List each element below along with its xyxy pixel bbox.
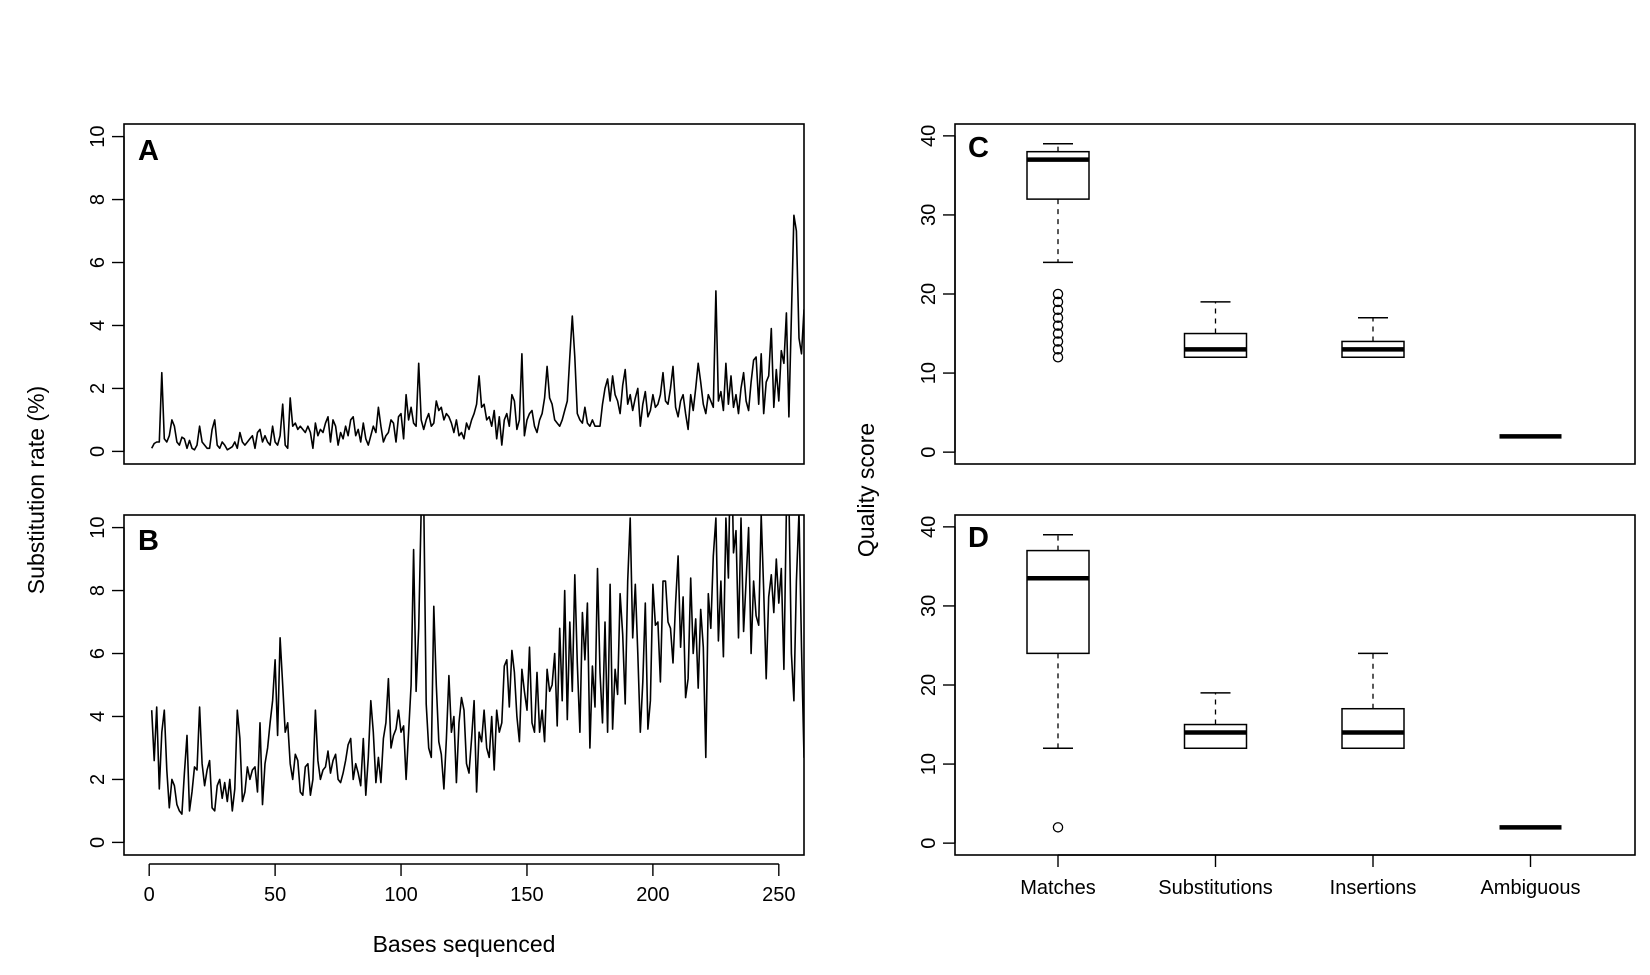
panel-c-outlier-point	[1052, 328, 1064, 339]
x-tick-label-ambiguous: Ambiguous	[1480, 877, 1580, 899]
x-tick-label-substitutions: Substitutions	[1158, 877, 1273, 899]
panel-a-y-tick-label: 10	[87, 125, 109, 147]
panel-c-y-tick-label: 40	[918, 125, 940, 147]
panel-b-y-tick-label: 10	[87, 516, 109, 538]
panel-b-y-tick-label: 6	[87, 648, 109, 659]
panel-d-label: D	[968, 522, 989, 554]
panel-d-y-tick-label: 10	[918, 753, 940, 775]
panel-d-box-iqr	[1026, 549, 1090, 655]
panel-c-outlier-point	[1052, 336, 1064, 347]
panel-b-x-tick-label: 250	[762, 884, 795, 906]
panel-c-outlier-point	[1052, 288, 1064, 300]
panel-b-label: B	[138, 525, 159, 557]
panel-c-outlier-point	[1052, 320, 1064, 331]
panel-d-boxes	[1026, 534, 1562, 833]
panel-c-boxes	[1026, 143, 1562, 439]
panel-d-y-tick-label: 0	[918, 838, 940, 849]
panel-a-y-tick-label: 4	[87, 320, 109, 331]
panel-c-box-iqr	[1183, 332, 1248, 359]
x-tick-label-matches: Matches	[1020, 877, 1096, 899]
panel-c-y-tick-label: 0	[918, 447, 940, 458]
panel-b-x-tick-label: 0	[144, 884, 155, 906]
panel-b-y-axis: 0 2 4 6 8 10	[87, 516, 125, 848]
panel-d: D 0 10 20 30 40 Matches Substitutions Insertio…	[918, 514, 1636, 899]
panel-c-outlier-point	[1052, 304, 1064, 316]
panel-c-outlier-point	[1052, 296, 1064, 308]
panel-c-label: C	[968, 132, 989, 164]
panel-b-y-tick-label: 8	[87, 585, 109, 596]
x-tick-label-insertions: Insertions	[1330, 877, 1417, 899]
panel-c: C 0 10 20 30 40	[918, 123, 1636, 465]
panel-c-y-axis: 0 10 20 30 40	[918, 125, 956, 458]
panel-d-box-matches	[1026, 534, 1090, 833]
panel-d-outlier-point	[1052, 822, 1064, 833]
panel-c-y-tick-label: 30	[918, 204, 940, 226]
panel-c-box-matches	[1026, 143, 1090, 363]
panel-b-x-axis: 0 50 100 150 200 250	[144, 863, 796, 906]
panel-a: A 0 2 4 6 8 10	[87, 123, 805, 465]
panel-b-y-tick-label: 4	[87, 711, 109, 722]
panel-a-y-tick-label: 6	[87, 257, 109, 268]
panel-d-y-axis: 0 10 20 30 40	[918, 516, 956, 849]
panel-a-y-tick-label: 8	[87, 194, 109, 205]
panel-c-y-tick-label: 10	[918, 362, 940, 384]
panel-b: B 0 2 4 6 8 10 0 50 100 150 200 250	[87, 514, 805, 906]
panel-b-x-tick-label: 50	[264, 884, 286, 906]
panel-d-y-tick-label: 40	[918, 516, 940, 538]
panel-d-y-tick-label: 30	[918, 595, 940, 617]
panel-a-substitution-line	[150, 214, 804, 451]
panel-b-x-tick-label: 200	[636, 884, 669, 906]
panel-d-box-iqr	[1183, 723, 1248, 750]
panel-c-outlier-point	[1052, 352, 1064, 363]
panel-c-box-substitutions	[1183, 301, 1248, 359]
panel-a-y-tick-label: 2	[87, 383, 109, 394]
panel-c-y-tick-label: 20	[918, 283, 940, 305]
panel-c-outlier-point	[1052, 344, 1064, 355]
y-axis-title-substitution: Substitution rate (%)	[23, 386, 49, 594]
y-axis-title-quality: Quality score	[853, 423, 879, 557]
x-axis-title-bases: Bases sequenced	[373, 931, 556, 957]
panel-d-y-tick-label: 20	[918, 674, 940, 696]
panel-d-x-axis: Matches Substitutions Insertions Ambiguous	[1020, 854, 1581, 899]
panel-d-box-insertions	[1341, 652, 1405, 750]
panel-c-box-insertions	[1341, 316, 1405, 359]
panel-c-outlier-point	[1052, 312, 1064, 323]
panel-b-y-tick-label: 2	[87, 774, 109, 785]
panel-a-label: A	[138, 135, 159, 167]
panel-b-y-tick-label: 0	[87, 837, 109, 848]
panel-b-substitution-line	[150, 515, 804, 815]
panel-b-x-tick-label: 100	[384, 884, 417, 906]
panel-a-y-axis: 0 2 4 6 8 10	[87, 125, 125, 457]
panel-b-x-tick-label: 150	[510, 884, 543, 906]
panel-d-box-substitutions	[1183, 692, 1248, 750]
panel-a-y-tick-label: 0	[87, 446, 109, 457]
panel-d-box-iqr	[1341, 707, 1405, 750]
